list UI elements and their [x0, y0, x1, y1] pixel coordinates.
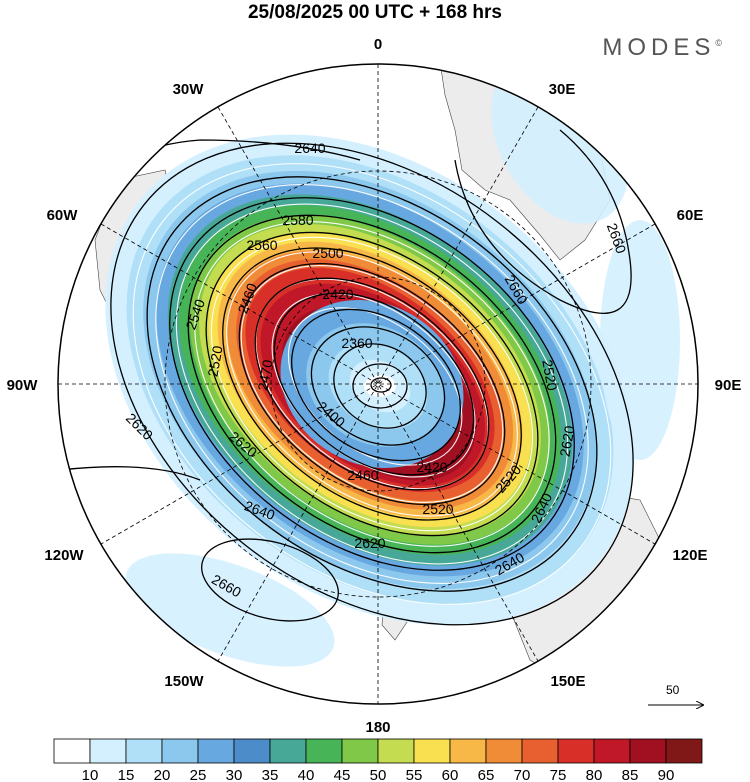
contour-label: 2500 [312, 245, 343, 261]
contour-label: 2520 [204, 344, 225, 378]
contour-label: 2560 [246, 237, 277, 253]
colorbar-tick-label: 80 [586, 767, 603, 782]
contour-label: 2420 [416, 459, 447, 475]
colorbar-tick-label: 40 [298, 767, 315, 782]
colorbar-tick-label: 15 [118, 767, 135, 782]
lon-label: 30E [549, 81, 576, 98]
reference-vector-label: 50 [666, 683, 680, 697]
colorbar-box [89, 738, 127, 764]
brand-text: MODES [602, 34, 716, 61]
contour-label: 2360 [341, 335, 372, 351]
colorbar-box [593, 738, 631, 764]
colorbar-box [125, 738, 163, 764]
map-disk [58, 64, 698, 704]
colorbar-tick-label: 65 [478, 767, 495, 782]
colorbar-box [557, 738, 595, 764]
colorbar-tick-label: 55 [406, 767, 423, 782]
longitude-labels: 0 30E 60E 90E 120E 150E 180 150W 120W 90… [7, 36, 742, 736]
colorbar-box [233, 738, 271, 764]
colorbar-tick-label: 50 [370, 767, 387, 782]
lon-label: 180 [365, 719, 390, 736]
brand-logo: MODES© [602, 34, 722, 62]
colorbar-tick-label: 20 [154, 767, 171, 782]
contour-label: 2640 [294, 140, 325, 156]
colorbar-tick-label: 75 [550, 767, 567, 782]
colorbar-box [449, 738, 487, 764]
lon-label: 0 [374, 36, 382, 53]
contour-label: 2620 [556, 424, 577, 458]
colorbar-tick-label: 70 [514, 767, 531, 782]
lon-label: 30W [173, 81, 205, 98]
colorbar-tick-label: 90 [658, 767, 675, 782]
graticule [58, 64, 698, 704]
colorbar-box [161, 738, 199, 764]
geopotential-contours [59, 129, 634, 626]
lon-label: 90E [715, 377, 742, 394]
colorbar-box [305, 738, 343, 764]
contour-label: 2520 [422, 501, 453, 517]
lon-label: 60W [47, 207, 79, 224]
colorbar-box [341, 738, 379, 764]
colorbar-tick-label: 10 [82, 767, 99, 782]
colorbar-box [521, 738, 559, 764]
colorbar-box [269, 738, 307, 764]
contour-label: 2520 [539, 358, 560, 392]
map-boundary [57, 63, 699, 705]
colorbar-tick-label: 45 [334, 767, 351, 782]
colorbar-boxes [53, 738, 703, 764]
lon-label: 120W [44, 547, 84, 564]
colorbar-tick-label: 85 [622, 767, 639, 782]
colorbar-box [413, 738, 451, 764]
colorbar-tick-label: 25 [190, 767, 207, 782]
colorbar-tick-label: 60 [442, 767, 459, 782]
colorbar-tick-label: 35 [262, 767, 279, 782]
contour-label: 2580 [282, 212, 313, 228]
colorbar-box [53, 738, 91, 764]
colorbar-labels: 10 15 20 25 30 35 40 45 50 55 60 65 70 75 80 85 90 [82, 767, 675, 782]
lon-label: 120E [672, 547, 707, 564]
colorbar-box [197, 738, 235, 764]
contour-label: 2460 [347, 467, 378, 483]
lon-label: 60E [677, 207, 704, 224]
colorbar-tick-label: 30 [226, 767, 243, 782]
wind-streamlines [132, 163, 612, 605]
lon-label: 90W [7, 377, 39, 394]
colorbar-box [377, 738, 415, 764]
contour-label: 2620 [354, 535, 385, 551]
colorbar-box [665, 738, 703, 764]
contour-label: 2420 [322, 286, 353, 302]
colorbar-box [629, 738, 667, 764]
colorbar-box [485, 738, 523, 764]
copyright-mark: © [715, 38, 722, 48]
contour-label: 2470 [254, 358, 275, 392]
map-title: 25/08/2025 00 UTC + 168 hrs [247, 2, 503, 23]
lon-label: 150W [164, 673, 204, 690]
lon-label: 150E [550, 673, 585, 690]
